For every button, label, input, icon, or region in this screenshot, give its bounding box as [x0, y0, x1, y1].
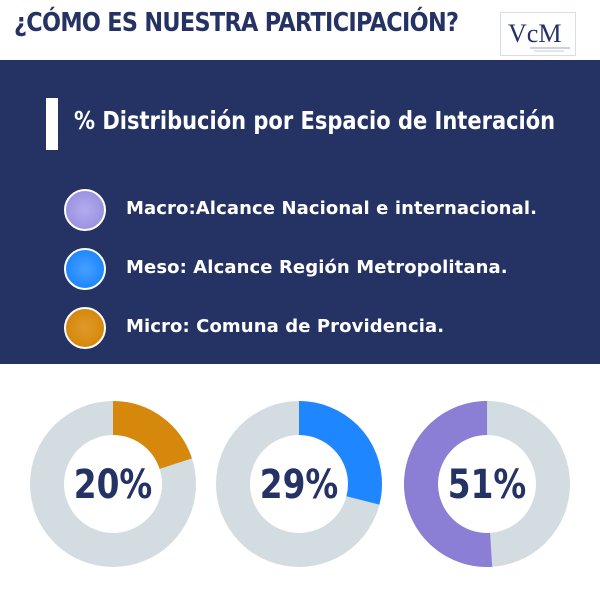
- logo-text: VcM: [508, 19, 561, 48]
- donut-segment-micro: [30, 401, 196, 567]
- section-title: % Distribución por Espacio de Interación: [74, 106, 556, 135]
- legend-dot-meso: [64, 248, 106, 290]
- vcm-logo-icon: VcM: [500, 12, 576, 56]
- donut-charts: 20% 29% 51%: [0, 364, 600, 590]
- legend-item-macro: Macro:Alcance Nacional e internacional.: [64, 189, 584, 235]
- legend-label-macro: Macro:Alcance Nacional e internacional.: [126, 198, 538, 219]
- legend-dot-macro: [64, 189, 106, 231]
- donut-value-macro: 51%: [448, 461, 526, 508]
- legend-item-micro: Micro: Comuna de Providencia.: [64, 307, 584, 353]
- header: ¿CÓMO ES NUESTRA PARTICIPACIÓN? VcM: [0, 0, 600, 60]
- distribution-panel: % Distribución por Espacio de Interación…: [0, 60, 600, 364]
- donut-chart-meso: 29%: [216, 401, 382, 567]
- page-title: ¿CÓMO ES NUESTRA PARTICIPACIÓN?: [14, 8, 459, 38]
- section-title-bar: [46, 98, 58, 150]
- legend-dot-micro: [64, 307, 106, 349]
- legend-label-micro: Micro: Comuna de Providencia.: [126, 316, 445, 337]
- donut-value-micro: 20%: [74, 461, 152, 508]
- donut-segment-meso: [216, 401, 382, 567]
- donut-chart-macro: 51%: [404, 401, 570, 567]
- legend-label-meso: Meso: Alcance Región Metropolitana.: [126, 257, 508, 278]
- donut-value-meso: 29%: [260, 461, 338, 508]
- legend-item-meso: Meso: Alcance Región Metropolitana.: [64, 248, 584, 294]
- donut-chart-micro: 20%: [30, 401, 196, 567]
